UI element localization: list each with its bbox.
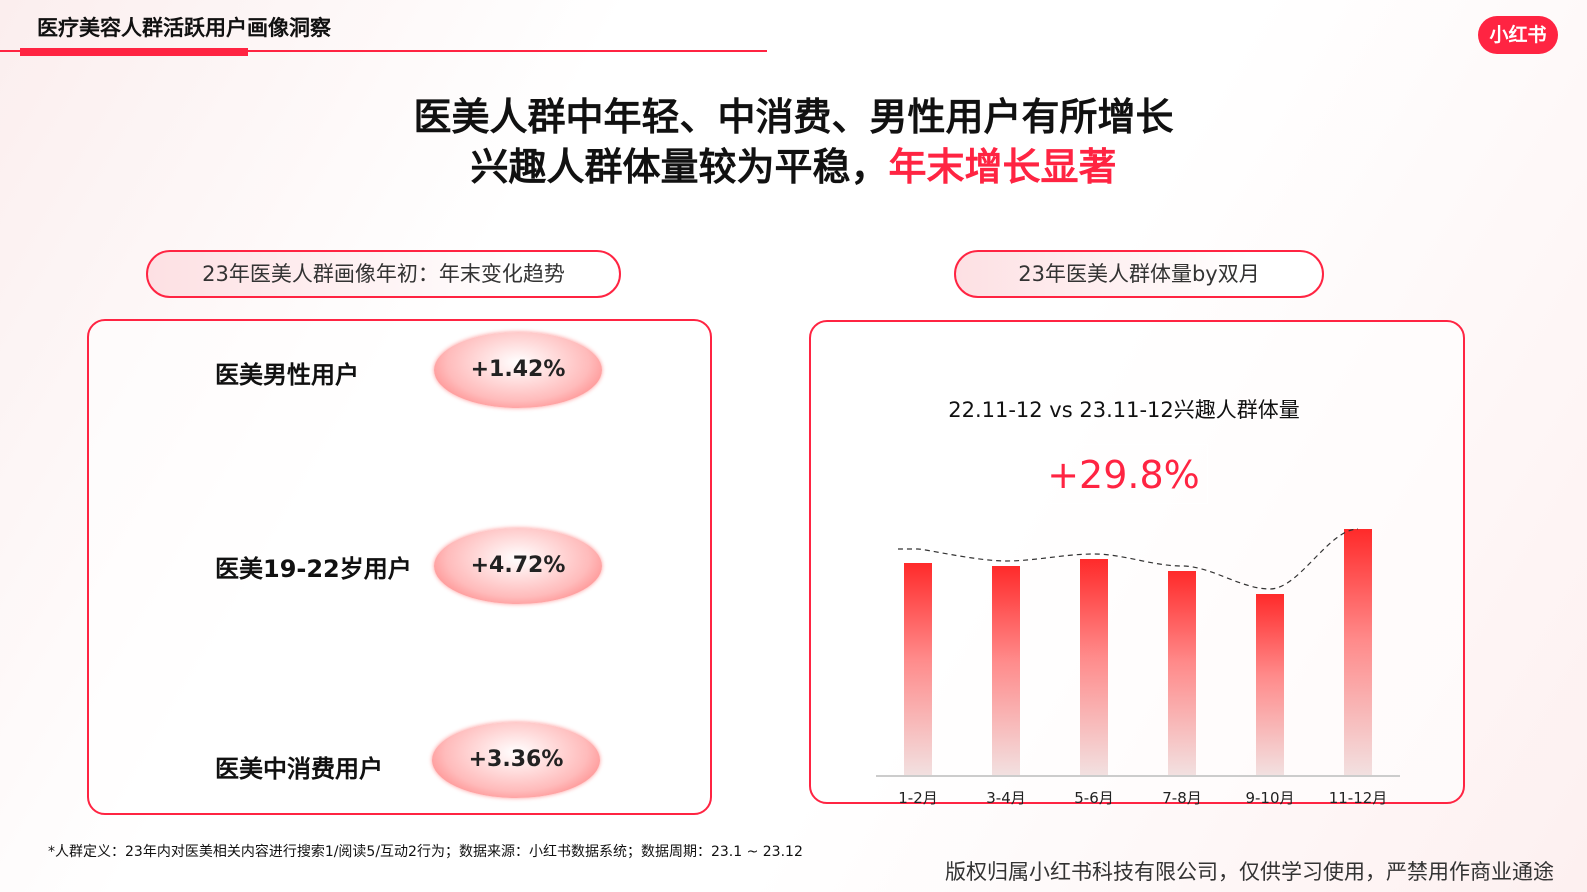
metric-value-male: +1.42%: [434, 332, 602, 408]
headline-line2: 兴趣人群体量较为平稳，年末增长显著: [0, 136, 1587, 191]
headline-line2-prefix: 兴趣人群体量较为平稳，: [470, 144, 889, 189]
x-tick-label: 5-6月: [1074, 789, 1114, 807]
metric-label-male: 医美男性用户: [215, 361, 359, 389]
header-accent-bar: [20, 48, 248, 56]
x-tick-label: 11-12月: [1329, 789, 1388, 807]
chart-title: 22.11-12 vs 23.11-12兴趣人群体量: [948, 398, 1300, 422]
metric-label-mid-spend: 医美中消费用户: [215, 755, 383, 783]
bar-1-2月: [904, 563, 932, 775]
metric-value-age: +4.72%: [434, 528, 602, 604]
right-section-title: 23年医美人群体量by双月: [954, 250, 1324, 298]
headline-highlight: 年末增长显著: [888, 144, 1117, 189]
headline-line1: 医美人群中年轻、中消费、男性用户有所增长: [413, 94, 1174, 139]
metric-value-mid-spend: +3.36%: [432, 722, 600, 798]
demographics-panel: [87, 319, 712, 815]
bar-9-10月: [1256, 594, 1284, 775]
page-section-title: 医疗美容人群活跃用户画像洞察: [37, 16, 331, 40]
bar-7-8月: [1168, 571, 1196, 775]
x-tick-label: 3-4月: [986, 789, 1026, 807]
bar-11-12月: [1344, 529, 1372, 775]
x-tick-label: 1-2月: [898, 789, 938, 807]
chart-annotation: +29.8%: [1039, 444, 1208, 504]
bar-3-4月: [992, 566, 1020, 775]
xiaohongshu-logo: 小红书: [1478, 16, 1558, 54]
copyright: 版权归属小红书科技有限公司，仅供学习使用，严禁用作商业通途: [945, 860, 1554, 884]
header-divider: [0, 50, 767, 52]
bar-5-6月: [1080, 559, 1108, 775]
trend-line: [898, 528, 1359, 590]
footnote: *人群定义：23年内对医美相关内容进行搜索1/阅读5/互动2行为；数据来源：小红…: [48, 844, 803, 860]
x-tick-label: 9-10月: [1245, 789, 1294, 807]
left-section-title: 23年医美人群画像年初：年末变化趋势: [146, 250, 621, 298]
x-tick-label: 7-8月: [1162, 789, 1202, 807]
metric-label-age: 医美19-22岁用户: [215, 555, 412, 583]
